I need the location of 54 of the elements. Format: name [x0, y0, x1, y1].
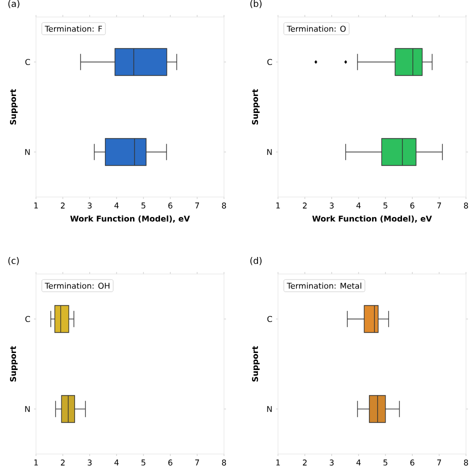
text: (d): [250, 257, 262, 266]
x-tick-label: 3: [88, 202, 92, 209]
legend-title: Termination: OH: [44, 282, 110, 289]
x-tick-label: 3: [330, 460, 334, 466]
y-axis-title: Support: [252, 346, 260, 382]
x-tick-label: 7: [195, 202, 200, 208]
y-tick-label: C: [267, 316, 272, 322]
y-tick-label: N: [25, 149, 30, 155]
y-axis-title: Support: [10, 346, 18, 382]
y-tick-label: C: [25, 316, 30, 322]
x-tick-label: 4: [356, 202, 361, 208]
x-tick-label: 6: [168, 202, 172, 209]
y-tick-label: N: [267, 149, 272, 155]
x-tick-label: 2: [60, 460, 65, 466]
y-tick-label: N: [267, 406, 272, 412]
y-tick-label: C: [267, 58, 272, 66]
y-axis-title: Support: [10, 89, 18, 125]
x-tick-label: 6: [168, 460, 172, 466]
x-tick-label: 2: [60, 202, 65, 208]
x-tick-label: 7: [437, 460, 442, 466]
x-tick-label: 7: [195, 460, 200, 466]
legend-title: Termination: Metal: [286, 282, 362, 289]
legend-title: Termination: O: [286, 26, 346, 32]
x-axis-title: Work Function (Model), eV: [70, 215, 190, 223]
legend-title: Termination: F: [44, 26, 102, 32]
y-tick-label: N: [25, 406, 30, 412]
text: (a): [8, 0, 20, 8]
x-tick-label: 4: [356, 460, 361, 466]
x-tick-label: 5: [384, 460, 388, 466]
x-tick-label: 8: [464, 202, 468, 209]
x-tick-label: 6: [410, 460, 414, 466]
x-tick-label: 5: [141, 202, 146, 208]
x-tick-label: 8: [464, 460, 468, 466]
x-tick-label: 7: [437, 202, 442, 208]
x-tick-label: 1: [34, 460, 38, 466]
x-tick-label: 3: [88, 460, 92, 466]
x-tick-label: 2: [302, 202, 307, 208]
x-tick-label: 4: [114, 460, 119, 466]
text: (c): [8, 257, 19, 266]
y-axis-title: Support: [252, 89, 260, 125]
x-tick-label: 3: [330, 202, 334, 209]
x-tick-label: 1: [276, 460, 280, 466]
y-tick-label: C: [25, 58, 30, 66]
x-tick-label: 6: [410, 202, 414, 209]
x-tick-label: 2: [302, 460, 307, 466]
x-tick-label: 1: [276, 202, 280, 208]
x-tick-label: 5: [141, 460, 146, 466]
text: (b): [250, 0, 262, 8]
x-tick-label: 8: [222, 202, 226, 209]
x-tick-label: 4: [114, 202, 119, 208]
x-tick-label: 8: [222, 460, 226, 466]
x-axis-title: Work Function (Model), eV: [312, 215, 432, 223]
x-tick-label: 5: [384, 202, 388, 208]
x-tick-label: 1: [34, 202, 38, 208]
